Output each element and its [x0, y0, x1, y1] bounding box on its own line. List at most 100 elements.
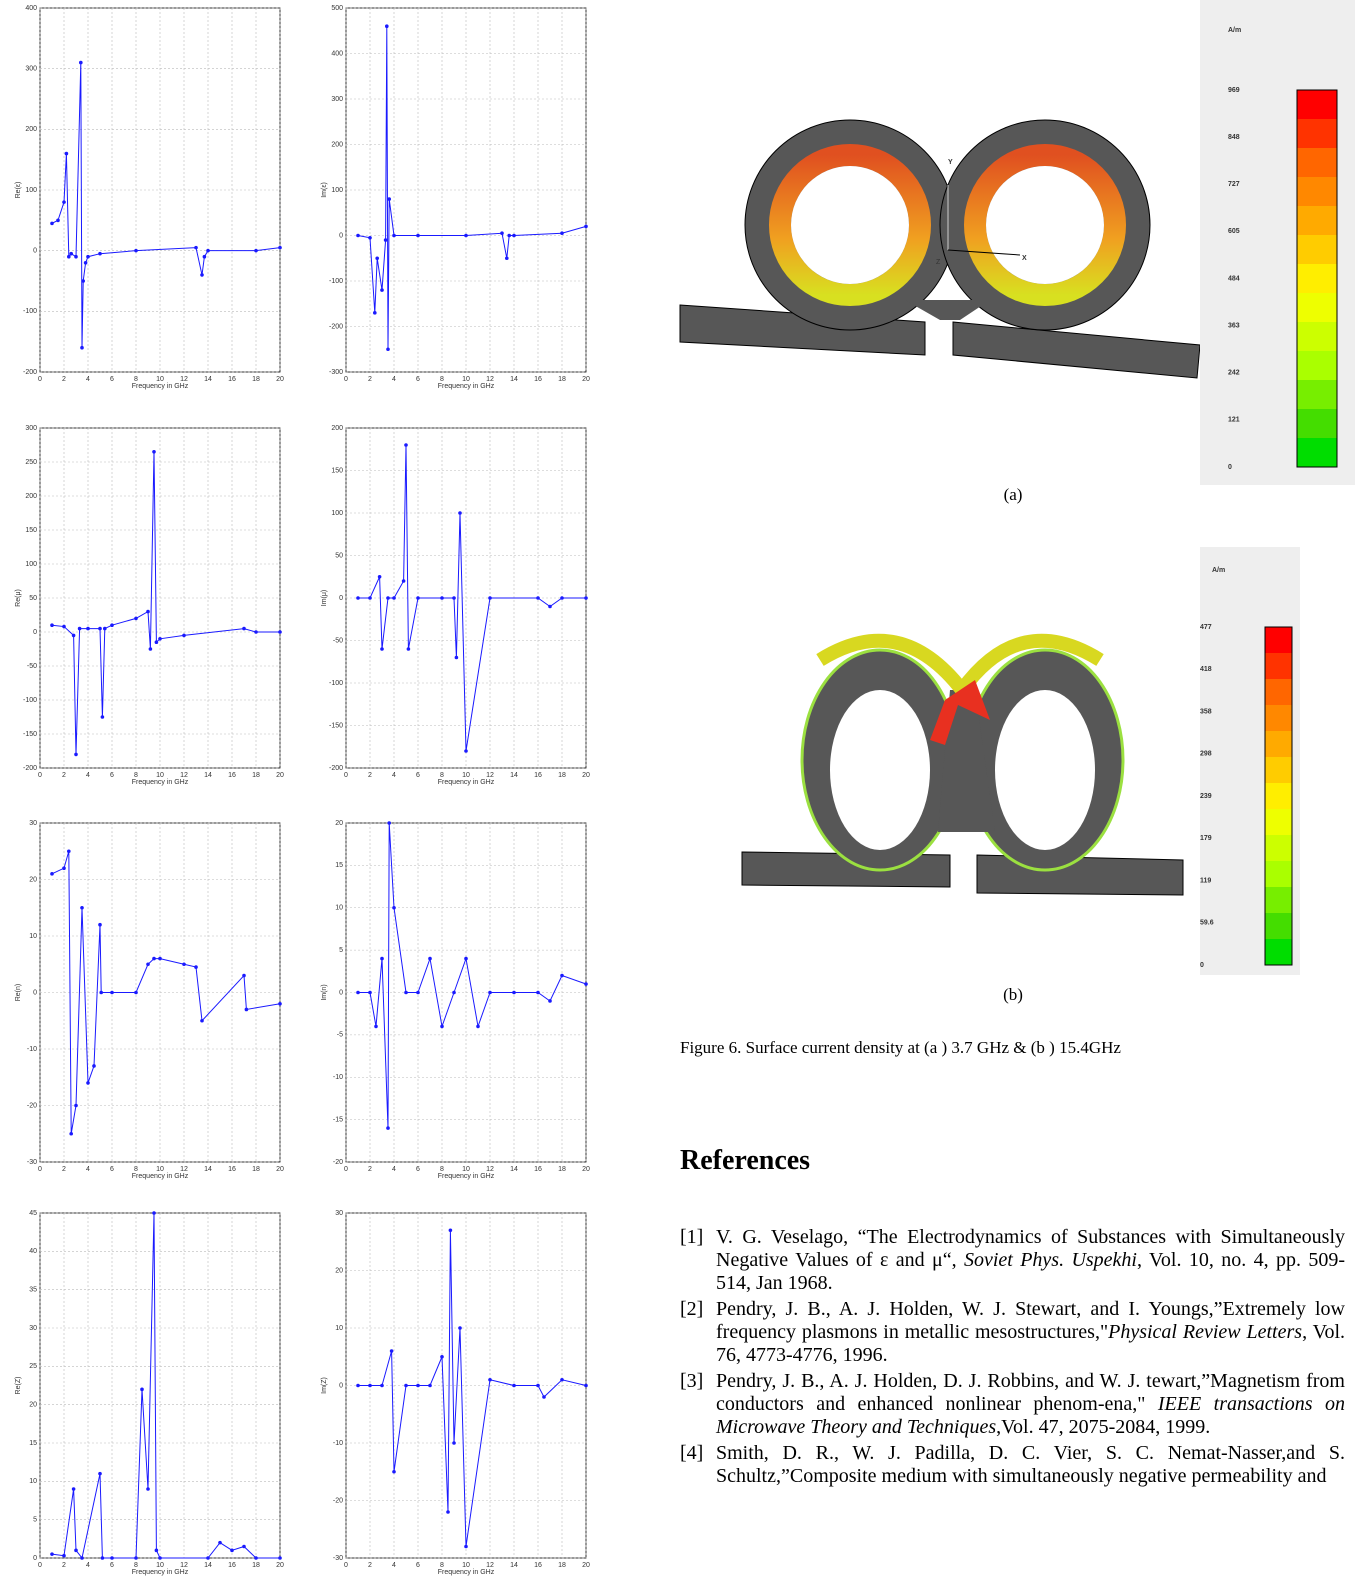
y-tick-label: -150 [329, 722, 343, 729]
data-point [155, 1549, 159, 1553]
y-tick-label: 45 [29, 1210, 37, 1217]
data-point [86, 255, 90, 259]
x-tick-label: 2 [62, 1562, 66, 1569]
x-tick-label: 20 [276, 1166, 284, 1173]
reference: [3]Pendry, J. B., A. J. Holden, D. J. Ro… [680, 1370, 1345, 1439]
page: Y X Z 9698487276054843632421210 A/m 4774… [0, 0, 1372, 1588]
x-axis-label: Frequency in GHz [132, 1569, 189, 1576]
x-tick-label: 6 [110, 1562, 114, 1569]
colorbar-band [1297, 293, 1337, 323]
x-tick-label: 10 [156, 772, 164, 779]
data-point [80, 1556, 84, 1560]
y-tick-label: 0 [339, 989, 343, 996]
data-point [62, 866, 66, 870]
data-point [464, 957, 468, 961]
colorbar-label: 358 [1200, 708, 1212, 715]
data-point [560, 596, 564, 600]
x-tick-label: 10 [156, 1562, 164, 1569]
y-tick-label: -200 [329, 323, 343, 330]
data-point [69, 1132, 73, 1136]
data-point [386, 1126, 390, 1130]
y-tick-label: 20 [335, 1267, 343, 1274]
data-point [390, 1349, 394, 1353]
data-point [404, 991, 408, 995]
data-point [416, 596, 420, 600]
data-point [560, 231, 564, 235]
y-tick-label: 30 [29, 820, 37, 827]
x-tick-label: 4 [392, 772, 396, 779]
data-point [206, 1556, 210, 1560]
data-point [218, 1541, 222, 1545]
x-axis-label: Frequency in GHz [132, 383, 189, 390]
colorbar-label: 418 [1200, 666, 1212, 673]
x-tick-label: 12 [180, 772, 188, 779]
data-point [536, 991, 540, 995]
data-point [86, 1081, 90, 1085]
x-tick-label: 6 [110, 772, 114, 779]
x-tick-label: 16 [534, 1166, 542, 1173]
data-point [62, 625, 66, 629]
x-tick-label: 6 [416, 772, 420, 779]
reference: [4]Smith, D. R., W. J. Padilla, D. C. Vi… [680, 1442, 1345, 1488]
y-tick-label: 400 [25, 5, 37, 12]
y-tick-label: 500 [331, 5, 343, 12]
x-tick-label: 10 [156, 376, 164, 383]
data-point [278, 1556, 282, 1560]
x-tick-label: 14 [204, 772, 212, 779]
y-tick-label: 0 [33, 1555, 37, 1562]
reference: [2]Pendry, J. B., A. J. Holden, W. J. St… [680, 1298, 1345, 1367]
subfigure-caption: (a) [1004, 485, 1023, 504]
data-point [455, 656, 459, 660]
y-tick-label: 20 [335, 820, 343, 827]
x-tick-label: 0 [38, 1166, 42, 1173]
y-tick-label: 0 [33, 248, 37, 255]
data-point [488, 991, 492, 995]
data-point [78, 627, 82, 631]
x-tick-label: 18 [252, 376, 260, 383]
x-tick-label: 2 [368, 1166, 372, 1173]
x-tick-label: 16 [228, 376, 236, 383]
x-tick-label: 20 [582, 772, 590, 779]
data-point [98, 627, 102, 631]
x-tick-label: 2 [62, 376, 66, 383]
x-tick-label: 16 [534, 1562, 542, 1569]
x-tick-label: 4 [392, 1166, 396, 1173]
data-point [194, 246, 198, 250]
data-point [182, 634, 186, 638]
colorbar-unit: A/m [1228, 27, 1241, 34]
x-axis-label: Frequency in GHz [438, 383, 495, 390]
data-point [140, 1388, 144, 1392]
x-tick-label: 8 [134, 376, 138, 383]
x-tick-label: 18 [558, 772, 566, 779]
data-point [373, 311, 377, 315]
x-tick-label: 12 [180, 1562, 188, 1569]
data-point [452, 596, 456, 600]
y-axis-label: Re(Z) [15, 1377, 22, 1395]
y-tick-label: -10 [333, 1074, 343, 1081]
y-tick-label: 250 [25, 459, 37, 466]
colorbar-band [1297, 322, 1337, 352]
y-tick-label: 0 [339, 595, 343, 602]
data-point [79, 61, 83, 65]
x-tick-label: 8 [440, 1166, 444, 1173]
data-point [101, 715, 105, 719]
x-tick-label: 6 [416, 376, 420, 383]
data-point [80, 906, 84, 910]
y-tick-label: 0 [33, 629, 37, 636]
x-tick-label: 12 [486, 772, 494, 779]
x-tick-label: 20 [276, 376, 284, 383]
colorbar-label: 848 [1228, 134, 1240, 141]
data-point [584, 982, 588, 986]
y-tick-label: -30 [27, 1159, 37, 1166]
colorbar-label: 119 [1200, 877, 1211, 884]
x-tick-label: 4 [392, 1562, 396, 1569]
data-point [254, 249, 258, 253]
chart: -30-20-10010203002468101214161820Frequen… [321, 1210, 590, 1576]
y-tick-label: 5 [33, 1517, 37, 1524]
data-point [278, 630, 282, 634]
colorbar-band [1297, 177, 1337, 207]
chart: -20-15-10-50510152002468101214161820Freq… [321, 820, 590, 1180]
data-point [440, 1025, 444, 1029]
x-tick-label: 16 [228, 1166, 236, 1173]
